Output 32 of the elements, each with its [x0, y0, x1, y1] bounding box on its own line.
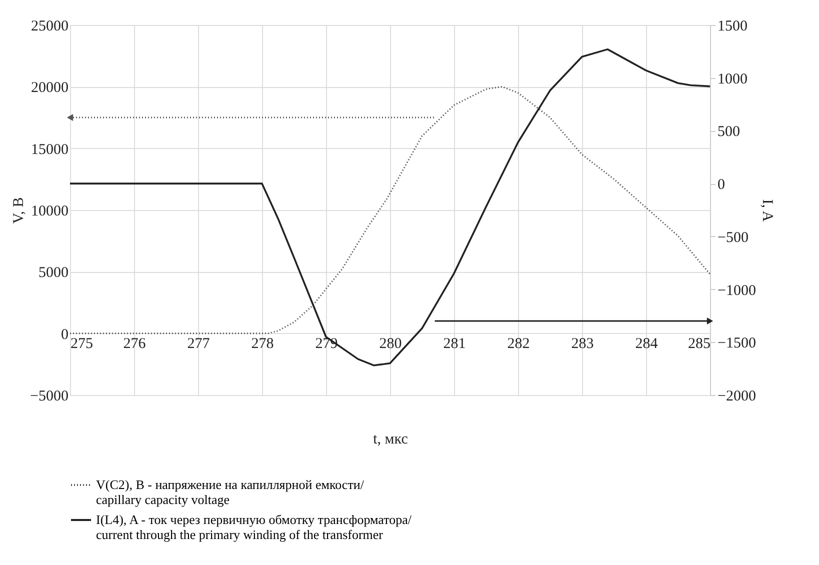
x-axis-title: t, мкс — [373, 432, 408, 448]
y2-tick-label: −1500 — [718, 336, 756, 352]
legend-label: I(L4), A - ток через первичную обмотку трансформатора/ current through the primary winding of the transformer — [96, 512, 412, 542]
y-tick-label: −5000 — [30, 388, 68, 404]
x-tick-label: 285 — [688, 336, 710, 352]
y-tick-label: 5000 — [38, 265, 68, 282]
y2-tick-label: −1000 — [718, 282, 756, 299]
x-tick-label: 275 — [70, 336, 93, 352]
line-series — [69, 86, 711, 334]
y2-tick-label: −2000 — [718, 388, 756, 404]
y2-tick-label: 500 — [718, 124, 740, 140]
y-tick-label: 0 — [61, 326, 68, 343]
y2-tick-label: 1000 — [718, 71, 748, 88]
x-tick-label: 278 — [251, 336, 274, 352]
x-tick-label: 282 — [507, 336, 530, 352]
y2-tick-label: −500 — [718, 230, 748, 246]
y-tick-label: 10000 — [31, 204, 68, 220]
legend-label: V(C2), B - напряжение на капиллярной емкости/ capillary capacity voltage — [96, 477, 364, 507]
x-tick-label: 276 — [123, 336, 146, 352]
x-tick-label: 277 — [187, 336, 210, 352]
y-tick-label: 25000 — [31, 18, 68, 34]
y-tick-label: 15000 — [31, 142, 68, 158]
y2-tick-label: 1500 — [718, 18, 748, 34]
line-series — [69, 48, 711, 366]
y-tick-label: 20000 — [31, 80, 68, 96]
x-tick-label: 284 — [635, 336, 658, 352]
y-axis-title: V, B — [11, 197, 28, 224]
x-tick-label: 283 — [571, 336, 594, 352]
x-tick-label: 281 — [443, 336, 466, 352]
x-tick-label: 280 — [379, 336, 402, 352]
y2-axis-title: I, A — [758, 199, 775, 222]
y2-tick-label: 0 — [718, 177, 725, 194]
